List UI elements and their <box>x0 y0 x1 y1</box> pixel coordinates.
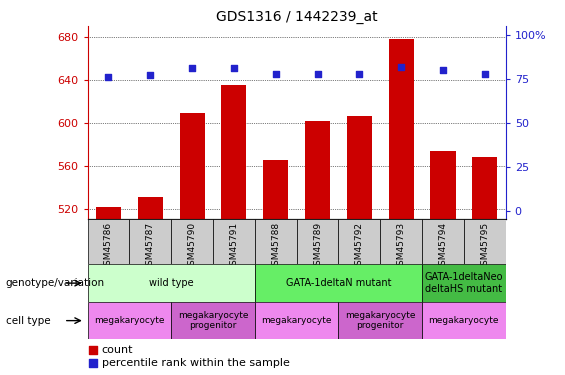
Point <box>104 74 113 80</box>
Text: GATA-1deltaN mutant: GATA-1deltaN mutant <box>286 278 391 288</box>
Bar <box>464 219 506 264</box>
Text: megakaryocyte: megakaryocyte <box>262 316 332 325</box>
Bar <box>422 302 506 339</box>
Bar <box>221 85 246 219</box>
Text: count: count <box>102 345 133 355</box>
Bar <box>180 113 205 219</box>
Point <box>355 70 364 76</box>
Text: megakaryocyte: megakaryocyte <box>429 316 499 325</box>
Text: GSM45787: GSM45787 <box>146 222 155 271</box>
Text: megakaryocyte: megakaryocyte <box>94 316 164 325</box>
Text: GSM45793: GSM45793 <box>397 222 406 271</box>
Bar <box>305 121 330 219</box>
Bar <box>96 207 121 219</box>
Point <box>313 70 322 76</box>
Text: GATA-1deltaNeo
deltaHS mutant: GATA-1deltaNeo deltaHS mutant <box>425 272 503 294</box>
Bar <box>389 39 414 219</box>
Bar <box>338 219 380 264</box>
Bar <box>171 302 255 339</box>
Text: GSM45788: GSM45788 <box>271 222 280 271</box>
Point <box>188 65 197 71</box>
Bar <box>255 219 297 264</box>
Bar <box>422 219 464 264</box>
Point <box>89 346 98 352</box>
Text: GSM45791: GSM45791 <box>229 222 238 271</box>
Point <box>229 65 238 71</box>
Point <box>89 360 98 366</box>
Bar <box>138 197 163 219</box>
Text: percentile rank within the sample: percentile rank within the sample <box>102 358 290 368</box>
Title: GDS1316 / 1442239_at: GDS1316 / 1442239_at <box>216 10 377 24</box>
Text: GSM45789: GSM45789 <box>313 222 322 271</box>
Bar <box>431 151 455 219</box>
Bar <box>255 264 422 302</box>
Bar <box>88 302 171 339</box>
Bar <box>171 219 213 264</box>
Bar <box>88 219 129 264</box>
Text: GSM45792: GSM45792 <box>355 222 364 271</box>
Text: GSM45794: GSM45794 <box>438 222 447 271</box>
Text: genotype/variation: genotype/variation <box>6 278 105 288</box>
Bar <box>380 219 422 264</box>
Point <box>438 67 447 73</box>
Bar <box>255 302 338 339</box>
Bar <box>263 160 288 219</box>
Text: megakaryocyte
progenitor: megakaryocyte progenitor <box>178 311 248 330</box>
Bar <box>129 219 171 264</box>
Bar <box>472 157 497 219</box>
Point <box>271 70 280 76</box>
Bar <box>88 264 255 302</box>
Text: wild type: wild type <box>149 278 193 288</box>
Bar <box>422 264 506 302</box>
Bar <box>338 302 422 339</box>
Text: GSM45786: GSM45786 <box>104 222 113 271</box>
Text: cell type: cell type <box>6 316 50 326</box>
Text: GSM45795: GSM45795 <box>480 222 489 271</box>
Point <box>480 70 489 76</box>
Bar <box>213 219 255 264</box>
Text: GSM45790: GSM45790 <box>188 222 197 271</box>
Bar <box>347 116 372 219</box>
Point <box>397 64 406 70</box>
Point <box>146 72 155 78</box>
Text: megakaryocyte
progenitor: megakaryocyte progenitor <box>345 311 415 330</box>
Bar <box>297 219 338 264</box>
